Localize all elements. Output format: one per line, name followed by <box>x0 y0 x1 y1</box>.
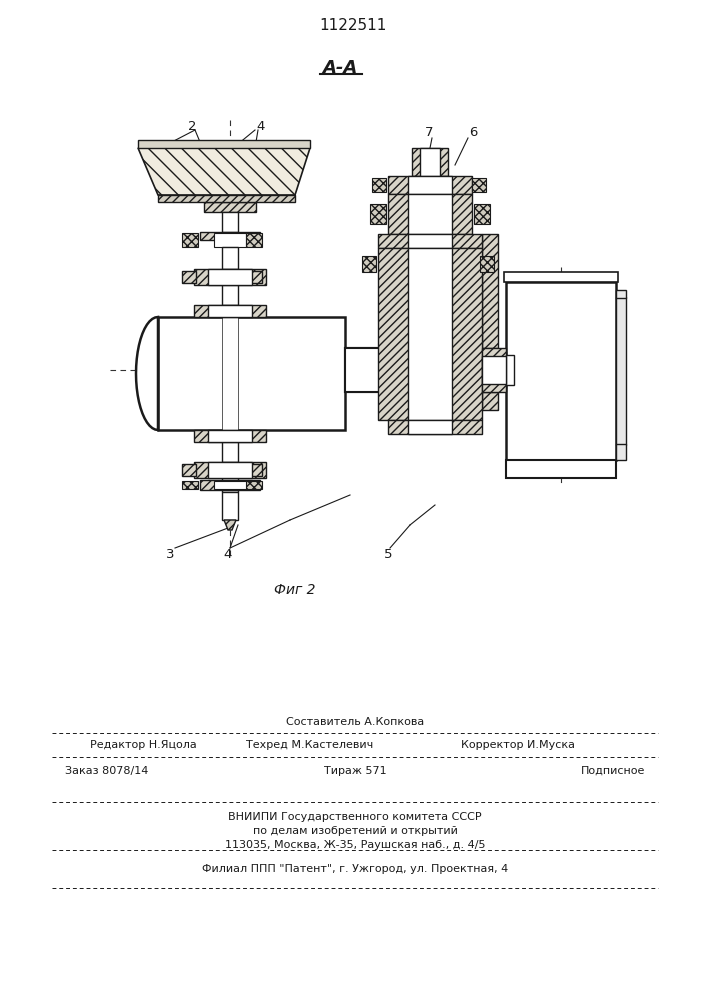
Bar <box>200 480 260 490</box>
Bar <box>182 481 198 489</box>
Bar <box>378 234 482 248</box>
Bar <box>138 140 310 148</box>
Bar <box>372 178 386 192</box>
Bar <box>480 256 494 272</box>
Bar <box>506 282 616 460</box>
Bar <box>208 430 252 442</box>
Bar <box>408 248 452 420</box>
Bar <box>204 202 256 212</box>
Bar <box>222 285 238 305</box>
Bar <box>182 464 196 476</box>
Text: Филиал ППП "Патент", г. Ужгород, ул. Проектная, 4: Филиал ППП "Патент", г. Ужгород, ул. Про… <box>202 864 508 874</box>
Bar <box>506 355 514 385</box>
Text: 5: 5 <box>384 548 392 560</box>
Bar <box>482 348 498 392</box>
Bar <box>388 194 472 234</box>
Bar <box>370 204 386 224</box>
Bar <box>222 442 238 462</box>
Polygon shape <box>138 148 310 195</box>
Bar <box>482 234 498 410</box>
Text: 4: 4 <box>224 548 232 560</box>
Text: Фиг 2: Фиг 2 <box>274 583 316 597</box>
Bar <box>362 256 376 272</box>
Bar <box>246 233 262 247</box>
Bar <box>194 305 266 317</box>
Text: 7: 7 <box>425 125 433 138</box>
Bar <box>222 212 238 232</box>
Bar <box>345 348 420 392</box>
Text: 6: 6 <box>469 125 477 138</box>
Bar <box>388 176 472 194</box>
Bar <box>248 464 262 476</box>
Text: 3: 3 <box>165 548 174 560</box>
Bar <box>222 478 238 492</box>
Bar <box>194 462 266 478</box>
Text: по делам изобретений и открытий: по делам изобретений и открытий <box>252 826 457 836</box>
Text: 4: 4 <box>257 119 265 132</box>
Text: Редактор Н.Яцола: Редактор Н.Яцола <box>90 740 197 750</box>
Text: Заказ 8078/14: Заказ 8078/14 <box>65 766 148 776</box>
Bar <box>472 178 486 192</box>
Bar <box>248 271 262 283</box>
Text: Корректор И.Муска: Корректор И.Муска <box>461 740 575 750</box>
Text: Составитель А.Копкова: Составитель А.Копкова <box>286 717 424 727</box>
Bar <box>208 462 252 478</box>
Bar <box>345 348 482 392</box>
Text: Техред М.Кастелевич: Техред М.Кастелевич <box>246 740 373 750</box>
Bar <box>616 290 626 298</box>
Bar <box>498 352 506 388</box>
Bar <box>506 460 616 478</box>
Bar <box>616 444 626 460</box>
Bar <box>420 148 440 176</box>
Bar <box>208 305 252 317</box>
Bar <box>158 317 345 430</box>
Polygon shape <box>136 317 158 430</box>
Bar <box>246 481 262 489</box>
Bar <box>408 234 452 248</box>
Polygon shape <box>224 520 236 530</box>
Bar <box>214 481 246 489</box>
Text: 113035, Москва, Ж-35, Раушская наб., д. 4/5: 113035, Москва, Ж-35, Раушская наб., д. … <box>225 840 485 850</box>
Bar <box>504 272 618 282</box>
Bar <box>194 430 266 442</box>
Bar <box>388 420 482 434</box>
Text: А-А: А-А <box>322 59 358 77</box>
Bar <box>408 420 452 434</box>
Bar <box>214 233 246 247</box>
Text: Подписное: Подписное <box>580 766 645 776</box>
Bar <box>182 233 198 247</box>
Bar <box>222 247 238 269</box>
Bar <box>222 317 238 430</box>
Text: ВНИИПИ Государственного комитета СССР: ВНИИПИ Государственного комитета СССР <box>228 812 481 822</box>
Text: Тираж 571: Тираж 571 <box>324 766 386 776</box>
Bar <box>482 356 506 384</box>
Bar <box>158 195 295 202</box>
Bar <box>208 269 252 285</box>
Bar <box>408 194 452 234</box>
Bar <box>222 492 238 520</box>
Bar <box>616 297 626 445</box>
Bar <box>482 348 506 392</box>
Bar <box>194 269 266 285</box>
Bar <box>474 204 490 224</box>
Bar <box>182 271 196 283</box>
Text: 2: 2 <box>188 119 197 132</box>
Bar <box>200 232 260 240</box>
Text: 1122511: 1122511 <box>320 17 387 32</box>
Bar <box>412 148 448 176</box>
Bar <box>378 248 482 420</box>
Bar <box>408 176 452 194</box>
